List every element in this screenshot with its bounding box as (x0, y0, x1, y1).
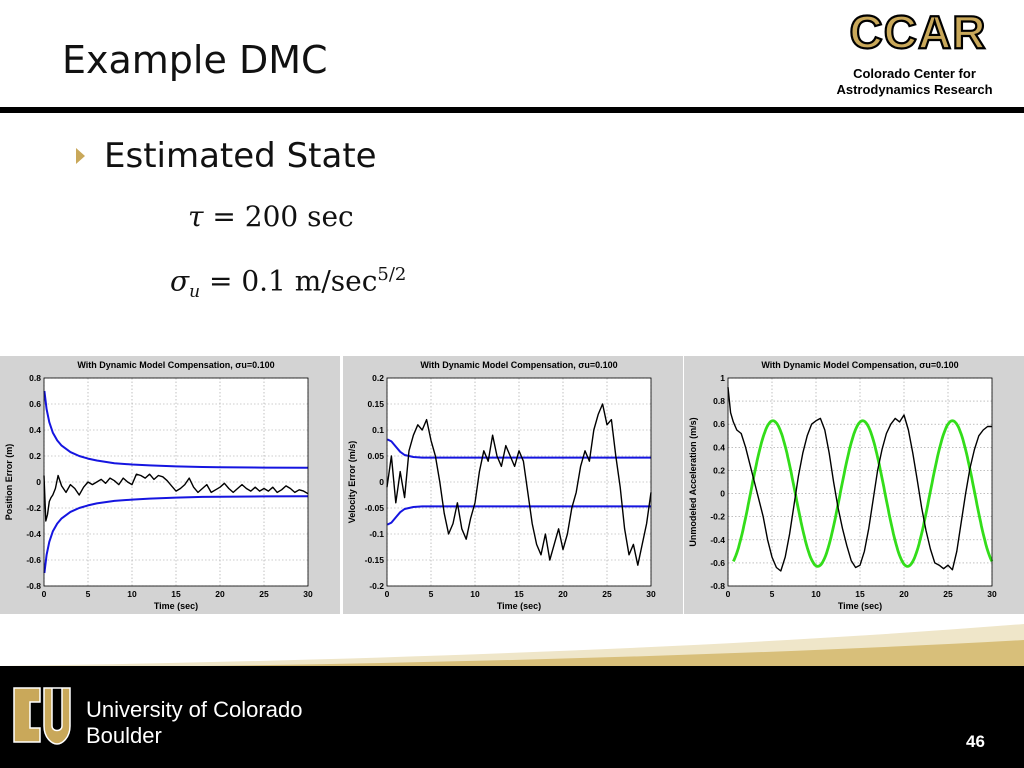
y-axis-label: Unmodeled Acceleration (m/s) (688, 417, 698, 546)
y-tick-label: 0 (720, 489, 725, 499)
tau-symbol: τ (188, 200, 204, 233)
x-tick-label: 20 (558, 589, 568, 599)
sigma-subscript: u (189, 281, 201, 302)
chart-divider (340, 356, 343, 614)
y-axis-label: Position Error (m) (4, 444, 14, 521)
series-line-true-acceleration (732, 419, 994, 568)
y-tick-label: 0.1 (372, 425, 384, 435)
x-axis-label: Time (sec) (154, 601, 198, 611)
x-tick-label: 25 (259, 589, 269, 599)
x-tick-label: 5 (86, 589, 91, 599)
ccar-logo: CCAR (848, 8, 987, 56)
x-tick-label: 0 (42, 589, 47, 599)
series-line-lower-bound (386, 505, 651, 526)
series-line-upper-bound (386, 438, 651, 459)
x-tick-label: 10 (811, 589, 821, 599)
y-tick-label: -0.4 (26, 529, 41, 539)
x-tick-label: 10 (127, 589, 137, 599)
velocity-error-chart: 0 5 10 15 20 25 30 -0.2 -0.15 -0.1 -0.05 0 0.05 0.1 0.… (343, 356, 683, 614)
plot-frame (43, 377, 309, 587)
y-tick-label: -0.05 (365, 503, 385, 513)
x-tick-label: 25 (943, 589, 953, 599)
footer-bar (0, 666, 1024, 768)
x-tick-label: 20 (899, 589, 909, 599)
y-tick-label: 0 (379, 477, 384, 487)
plot-area (387, 378, 651, 586)
chart-title: With Dynamic Model Compensation, σu=0.10… (761, 360, 958, 370)
sigma-exponent: 5/2 (377, 264, 407, 285)
y-tick-label: 0 (36, 477, 41, 487)
footer-gold-wave (0, 624, 1024, 670)
y-tick-label: 0.4 (713, 442, 725, 452)
page-number: 46 (966, 732, 985, 751)
series-line-estimate-error (43, 473, 309, 522)
x-tick-label: 5 (429, 589, 434, 599)
title-divider (0, 107, 1024, 113)
bullet-estimated-state: Estimated State (104, 136, 377, 176)
y-tick-label: -0.2 (369, 581, 384, 591)
tau-rhs: = 200 sec (212, 200, 354, 233)
x-axis-label: Time (sec) (838, 601, 882, 611)
series-line-lower-bound (43, 495, 309, 574)
series-line-upper-bound (43, 390, 309, 469)
y-tick-label: 0.6 (713, 419, 725, 429)
sigma-symbol: σ (170, 264, 190, 298)
series-line-estimate-error (386, 403, 652, 566)
ccar-subtitle-line2: Astrodynamics Research (836, 82, 993, 97)
equation-sigma: σu = 0.1 m/sec5/2 (170, 264, 406, 302)
plot-frame (386, 377, 652, 587)
y-tick-label: -0.8 (710, 581, 725, 591)
equation-tau: τ = 200 sec (188, 200, 354, 233)
y-tick-label: 0.6 (29, 399, 41, 409)
y-tick-label: 0.2 (29, 451, 41, 461)
y-tick-label: 0.05 (367, 451, 384, 461)
ccar-logo-text: CCAR (850, 8, 987, 56)
x-axis-label: Time (sec) (497, 601, 541, 611)
y-tick-label: 0.15 (367, 399, 384, 409)
y-axis-label: Velocity Error (m/s) (347, 441, 357, 524)
sigma-rhs: = 0.1 m/sec (208, 264, 378, 298)
bullet-arrow-icon (76, 148, 85, 164)
x-tick-label: 20 (215, 589, 225, 599)
y-tick-label: -0.4 (710, 535, 725, 545)
plot-area (728, 378, 992, 586)
y-tick-label: -0.15 (365, 555, 385, 565)
x-tick-label: 15 (514, 589, 524, 599)
chart-title: With Dynamic Model Compensation, σu=0.10… (420, 360, 617, 370)
series-line-estimated-acceleration (727, 387, 992, 572)
position-error-chart: 0 5 10 15 20 25 30 -0.8 -0.6 -0.4 -0.2 0 0.2 0.4 0.6 0.… (0, 356, 340, 614)
y-tick-label: -0.8 (26, 581, 41, 591)
y-tick-label: -0.6 (710, 558, 725, 568)
university-name-line1: University of Colorado (86, 697, 303, 722)
slide-title: Example DMC (62, 38, 328, 82)
y-tick-label: -0.1 (369, 529, 384, 539)
y-tick-label: 0.8 (29, 373, 41, 383)
y-tick-label: 0.4 (29, 425, 41, 435)
university-name-line2: Boulder (86, 723, 162, 748)
y-tick-label: -0.6 (26, 555, 41, 565)
x-tick-label: 5 (770, 589, 775, 599)
x-tick-label: 30 (646, 589, 656, 599)
x-tick-label: 15 (855, 589, 865, 599)
plot-frame (727, 377, 993, 587)
y-tick-label: 0.2 (372, 373, 384, 383)
x-tick-label: 0 (385, 589, 390, 599)
unmodeled-acceleration-chart: 0 5 10 15 20 25 30 -0.8 -0.6 -0.4 -0.2 0 0.2 0.4 0.6 0.… (684, 356, 1024, 614)
x-tick-label: 25 (602, 589, 612, 599)
ccar-subtitle: Colorado Center for Astrodynamics Resear… (812, 66, 1017, 98)
university-name: University of Colorado Boulder (86, 697, 302, 749)
ccar-subtitle-line1: Colorado Center for (853, 66, 976, 81)
cu-logo-icon (13, 687, 71, 745)
y-tick-label: 0.8 (713, 396, 725, 406)
y-tick-label: -0.2 (26, 503, 41, 513)
y-tick-label: 0.2 (713, 465, 725, 475)
y-tick-label: 1 (720, 373, 725, 383)
y-tick-label: -0.2 (710, 512, 725, 522)
x-tick-label: 0 (726, 589, 731, 599)
x-tick-label: 10 (470, 589, 480, 599)
x-tick-label: 30 (303, 589, 313, 599)
chart-title: With Dynamic Model Compensation, σu=0.10… (77, 360, 274, 370)
x-tick-label: 30 (987, 589, 997, 599)
x-tick-label: 15 (171, 589, 181, 599)
